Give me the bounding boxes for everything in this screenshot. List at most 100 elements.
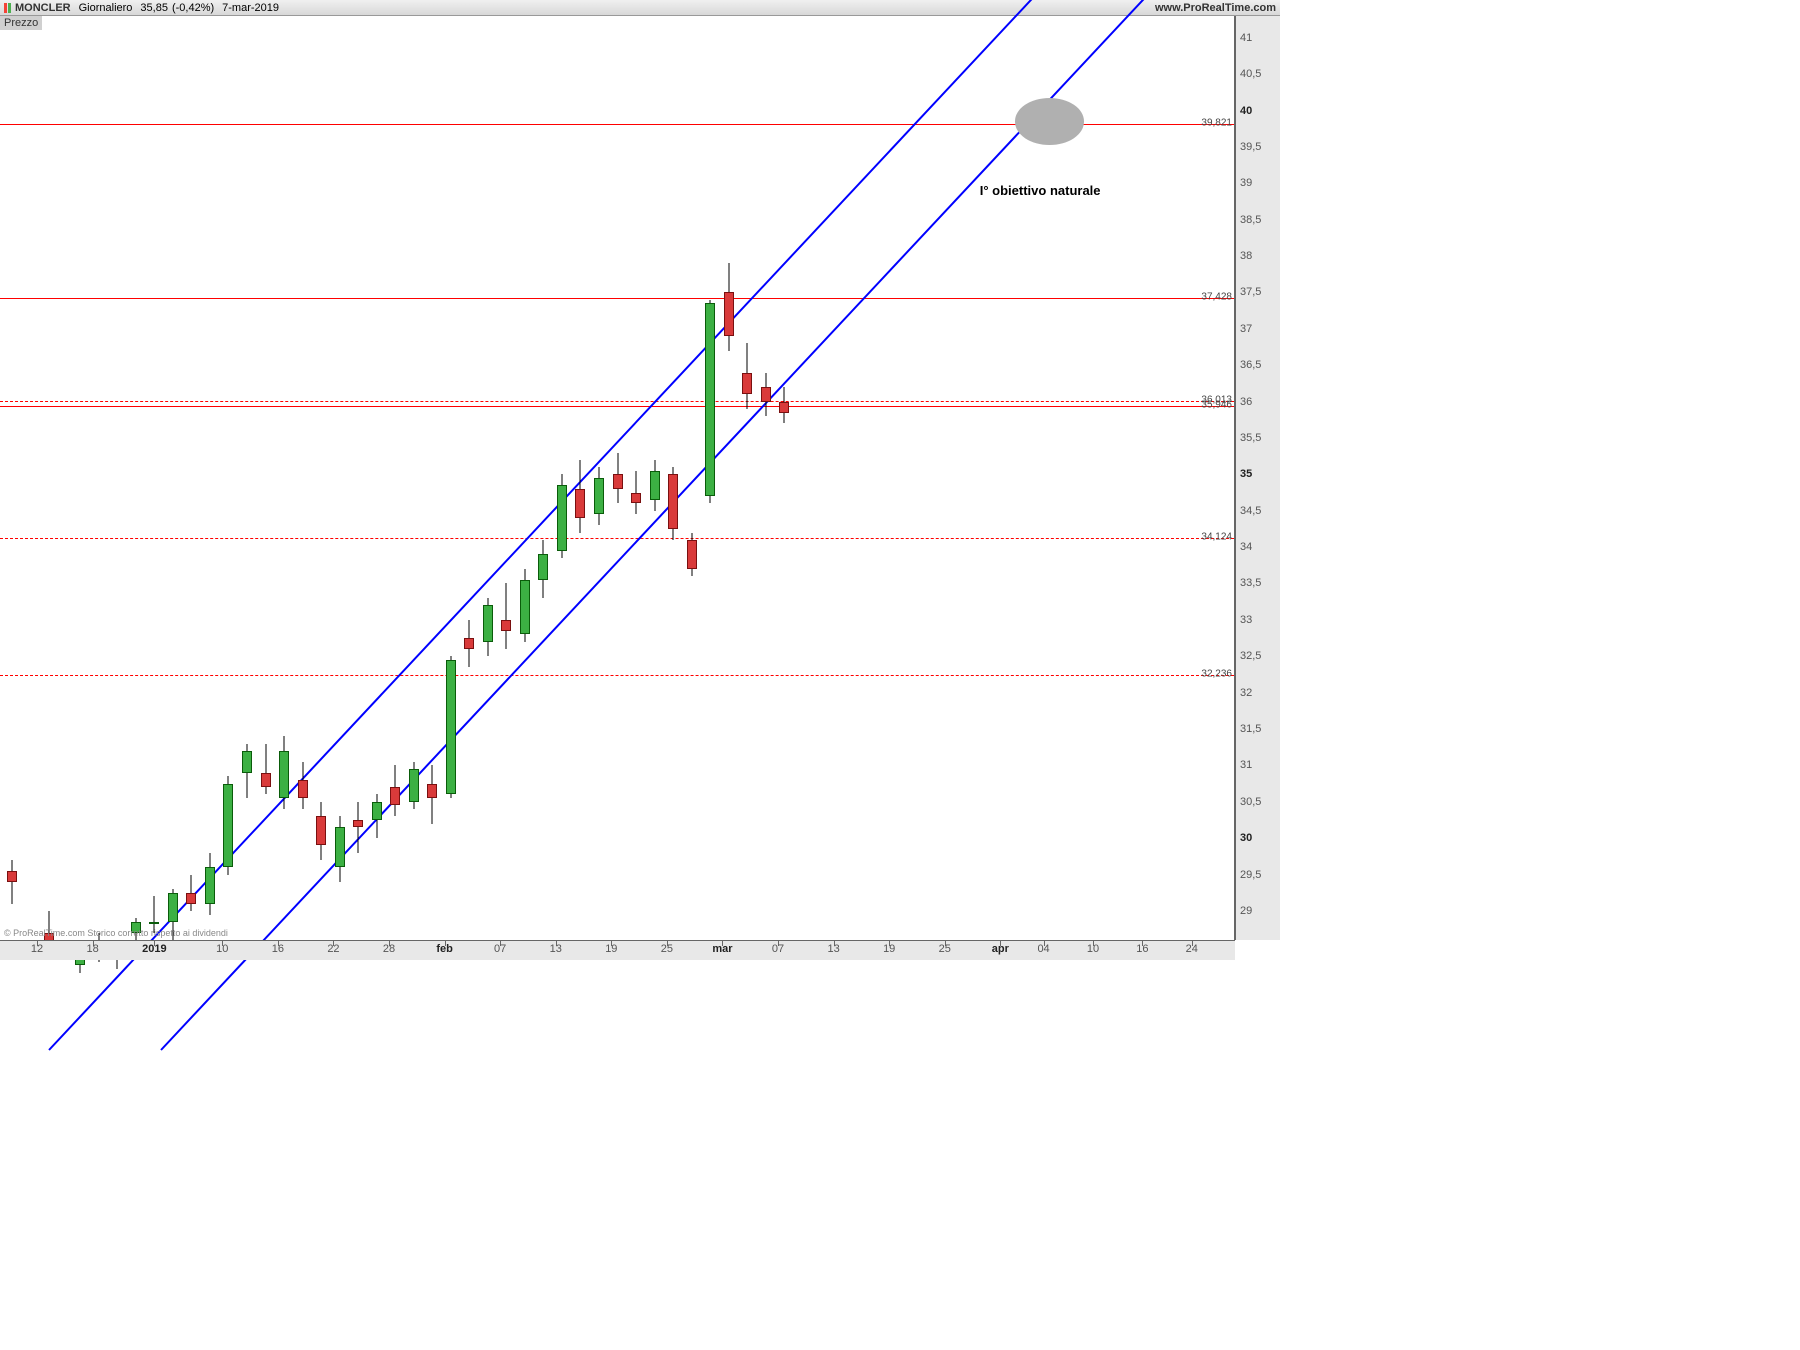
candle[interactable]: [446, 16, 456, 940]
x-tick-label: 2019: [142, 943, 166, 955]
y-axis[interactable]: 4140,54039,53938,53837,53736,53635,53534…: [1235, 16, 1280, 940]
candle[interactable]: [298, 16, 308, 940]
target-ellipse[interactable]: [1015, 98, 1084, 145]
candle[interactable]: [520, 16, 530, 940]
chart-plot-area[interactable]: 39,82137,42836,01335,94634,12432,236I° o…: [0, 16, 1235, 940]
candle[interactable]: [724, 16, 734, 940]
candle[interactable]: [168, 16, 178, 940]
y-tick-label: 31,5: [1240, 723, 1261, 735]
y-tick-label: 39: [1240, 177, 1252, 189]
candle[interactable]: [742, 16, 752, 940]
y-tick-label: 33: [1240, 614, 1252, 626]
candle[interactable]: [650, 16, 660, 940]
candle[interactable]: [779, 16, 789, 940]
candle[interactable]: [427, 16, 437, 940]
x-tick-label: mar: [712, 943, 732, 955]
candle[interactable]: [687, 16, 697, 940]
y-tick-label: 40,5: [1240, 68, 1261, 80]
candle[interactable]: [149, 16, 159, 940]
candle[interactable]: [409, 16, 419, 940]
x-tick-label: 25: [661, 943, 673, 955]
x-tick-label: 16: [1136, 943, 1148, 955]
candle[interactable]: [538, 16, 548, 940]
candle[interactable]: [335, 16, 345, 940]
candle[interactable]: [44, 16, 54, 940]
candle[interactable]: [112, 16, 122, 940]
y-tick-label: 38,5: [1240, 214, 1261, 226]
level-label: 35,946: [1201, 399, 1232, 410]
x-axis[interactable]: 1218201910162228feb07131925mar07131925ap…: [0, 940, 1235, 960]
price-change: (-0,42%): [172, 2, 214, 14]
x-tick-label: 28: [383, 943, 395, 955]
candle[interactable]: [242, 16, 252, 940]
y-tick-label: 35,5: [1240, 432, 1261, 444]
candle[interactable]: [613, 16, 623, 940]
candle[interactable]: [705, 16, 715, 940]
y-tick-label: 40: [1240, 105, 1252, 117]
x-tick-label: 13: [828, 943, 840, 955]
candle[interactable]: [594, 16, 604, 940]
chart-header: MONCLER Giornaliero 35,85 (-0,42%) 7-mar…: [0, 0, 1280, 16]
candle[interactable]: [631, 16, 641, 940]
y-tick-label: 35: [1240, 468, 1252, 480]
y-tick-label: 33,5: [1240, 577, 1261, 589]
x-tick-label: 07: [494, 943, 506, 955]
chart-date: 7-mar-2019: [222, 2, 279, 14]
x-tick-label: 18: [87, 943, 99, 955]
candle-icon: [4, 3, 11, 13]
candle[interactable]: [372, 16, 382, 940]
candle[interactable]: [353, 16, 363, 940]
y-tick-label: 36,5: [1240, 359, 1261, 371]
x-tick-label: 10: [1087, 943, 1099, 955]
x-tick-label: 10: [216, 943, 228, 955]
candle[interactable]: [75, 16, 85, 940]
x-tick-label: 16: [272, 943, 284, 955]
y-tick-label: 38: [1240, 250, 1252, 262]
candle[interactable]: [261, 16, 271, 940]
y-tick-label: 34: [1240, 541, 1252, 553]
candle[interactable]: [501, 16, 511, 940]
candle[interactable]: [94, 16, 104, 940]
x-tick-label: 13: [550, 943, 562, 955]
y-tick-label: 31: [1240, 759, 1252, 771]
y-tick-label: 30,5: [1240, 796, 1261, 808]
chart-annotation-text[interactable]: I° obiettivo naturale: [980, 183, 1101, 198]
x-tick-label: feb: [436, 943, 453, 955]
candle[interactable]: [316, 16, 326, 940]
candle[interactable]: [464, 16, 474, 940]
candle[interactable]: [557, 16, 567, 940]
ticker-symbol: MONCLER: [15, 2, 71, 14]
y-tick-label: 32: [1240, 687, 1252, 699]
x-tick-label: 07: [772, 943, 784, 955]
candle[interactable]: [390, 16, 400, 940]
y-tick-label: 37,5: [1240, 286, 1261, 298]
level-label: 34,124: [1201, 532, 1232, 543]
level-label: 39,821: [1201, 117, 1232, 128]
candle[interactable]: [279, 16, 289, 940]
level-label: 32,236: [1201, 669, 1232, 680]
y-tick-label: 37: [1240, 323, 1252, 335]
x-tick-label: 22: [327, 943, 339, 955]
site-label: www.ProRealTime.com: [1155, 2, 1276, 14]
candle[interactable]: [223, 16, 233, 940]
price-value: 35,85: [140, 2, 168, 14]
x-tick-label: 19: [883, 943, 895, 955]
candle[interactable]: [131, 16, 141, 940]
candle[interactable]: [761, 16, 771, 940]
x-tick-label: 24: [1186, 943, 1198, 955]
y-tick-label: 34,5: [1240, 505, 1261, 517]
candle[interactable]: [483, 16, 493, 940]
x-tick-label: 25: [939, 943, 951, 955]
y-tick-label: 30: [1240, 832, 1252, 844]
x-tick-label: 19: [605, 943, 617, 955]
level-label: 37,428: [1201, 291, 1232, 302]
candle[interactable]: [668, 16, 678, 940]
candle[interactable]: [7, 16, 17, 940]
x-tick-label: 12: [31, 943, 43, 955]
candle[interactable]: [205, 16, 215, 940]
y-tick-label: 36: [1240, 396, 1252, 408]
candle[interactable]: [186, 16, 196, 940]
copyright-text: © ProRealTime.com Storico corretto rispe…: [4, 928, 228, 938]
candle[interactable]: [575, 16, 585, 940]
y-tick-label: 39,5: [1240, 141, 1261, 153]
